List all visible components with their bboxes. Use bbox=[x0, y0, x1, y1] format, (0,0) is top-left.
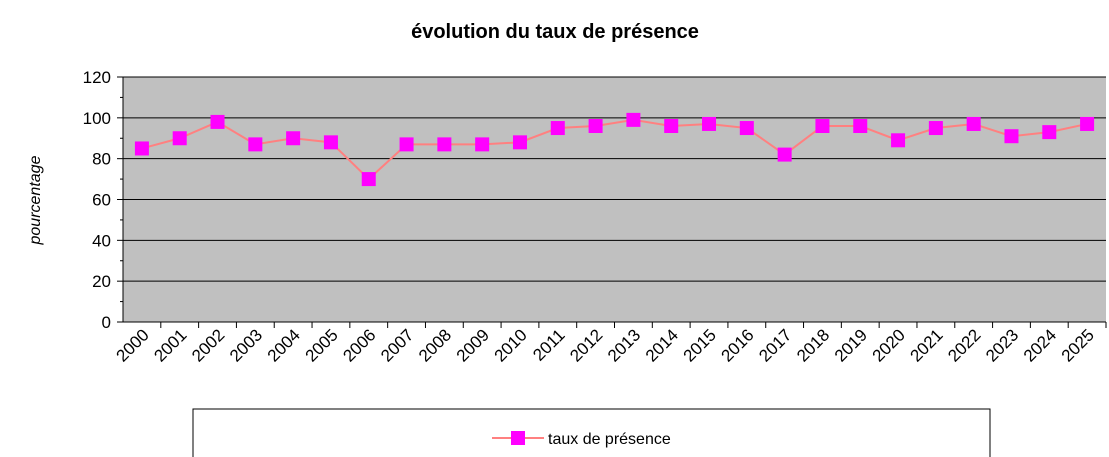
data-point bbox=[286, 131, 301, 146]
y-tick-label: 60 bbox=[92, 191, 111, 210]
y-tick-label: 100 bbox=[83, 109, 111, 128]
data-point bbox=[815, 119, 830, 133]
y-tick-label: 40 bbox=[92, 231, 111, 250]
legend-box bbox=[192, 408, 991, 457]
data-point bbox=[702, 116, 717, 131]
data-point bbox=[134, 141, 149, 156]
data-point bbox=[777, 147, 792, 162]
data-point bbox=[1004, 129, 1019, 144]
x-tick-label: 2020 bbox=[869, 325, 909, 365]
data-point bbox=[210, 114, 225, 129]
x-tick-label: 2025 bbox=[1058, 325, 1098, 365]
y-tick-label: 0 bbox=[102, 313, 111, 332]
x-tick-label: 2006 bbox=[339, 325, 379, 365]
x-tick-label: 2011 bbox=[529, 325, 568, 364]
x-tick-label: 2005 bbox=[302, 325, 342, 365]
data-point bbox=[437, 137, 452, 152]
y-tick-label: 80 bbox=[92, 150, 111, 169]
x-tick-label: 2019 bbox=[831, 325, 871, 365]
data-point bbox=[739, 121, 754, 136]
x-tick-label: 2014 bbox=[642, 325, 682, 365]
data-point bbox=[588, 119, 603, 133]
data-point bbox=[361, 172, 376, 187]
data-point bbox=[626, 112, 641, 127]
data-point bbox=[323, 135, 338, 150]
x-tick-label: 2024 bbox=[1020, 325, 1060, 365]
x-tick-label: 2015 bbox=[680, 325, 720, 365]
x-tick-label: 2016 bbox=[717, 325, 757, 365]
x-tick-label: 2012 bbox=[566, 325, 606, 365]
x-tick-label: 2000 bbox=[113, 325, 153, 365]
data-point bbox=[664, 119, 679, 133]
data-point bbox=[1080, 116, 1095, 131]
legend-label: taux de présence bbox=[548, 431, 671, 448]
x-tick-label: 2018 bbox=[793, 325, 833, 365]
data-point bbox=[475, 137, 490, 152]
data-point bbox=[928, 121, 943, 136]
legend-marker bbox=[511, 431, 525, 445]
y-tick-label: 20 bbox=[92, 272, 111, 291]
data-point bbox=[853, 119, 868, 133]
data-point bbox=[891, 133, 906, 148]
data-point bbox=[248, 137, 263, 152]
x-tick-label: 2023 bbox=[982, 325, 1022, 365]
chart-title: évolution du taux de présence bbox=[411, 21, 699, 43]
x-tick-label: 2021 bbox=[907, 325, 947, 365]
x-tick-label: 2007 bbox=[377, 325, 417, 365]
data-point bbox=[172, 131, 187, 146]
x-tick-label: 2008 bbox=[415, 325, 455, 365]
y-tick-label: 120 bbox=[83, 68, 111, 87]
x-tick-label: 2009 bbox=[453, 325, 493, 365]
x-tick-label: 2003 bbox=[226, 325, 266, 365]
data-point bbox=[550, 121, 565, 136]
x-tick-label: 2022 bbox=[944, 325, 984, 365]
data-point bbox=[512, 135, 527, 150]
x-tick-label: 2010 bbox=[491, 325, 531, 365]
x-tick-label: 2013 bbox=[604, 325, 644, 365]
data-point bbox=[399, 137, 414, 152]
x-tick-label: 2002 bbox=[188, 325, 228, 365]
x-tick-label: 2017 bbox=[755, 325, 795, 365]
x-tick-label: 2001 bbox=[150, 325, 190, 365]
x-tick-label: 2004 bbox=[264, 325, 304, 365]
data-point bbox=[1042, 125, 1057, 140]
y-axis-label: pourcentage bbox=[27, 155, 44, 245]
data-point bbox=[966, 116, 981, 131]
